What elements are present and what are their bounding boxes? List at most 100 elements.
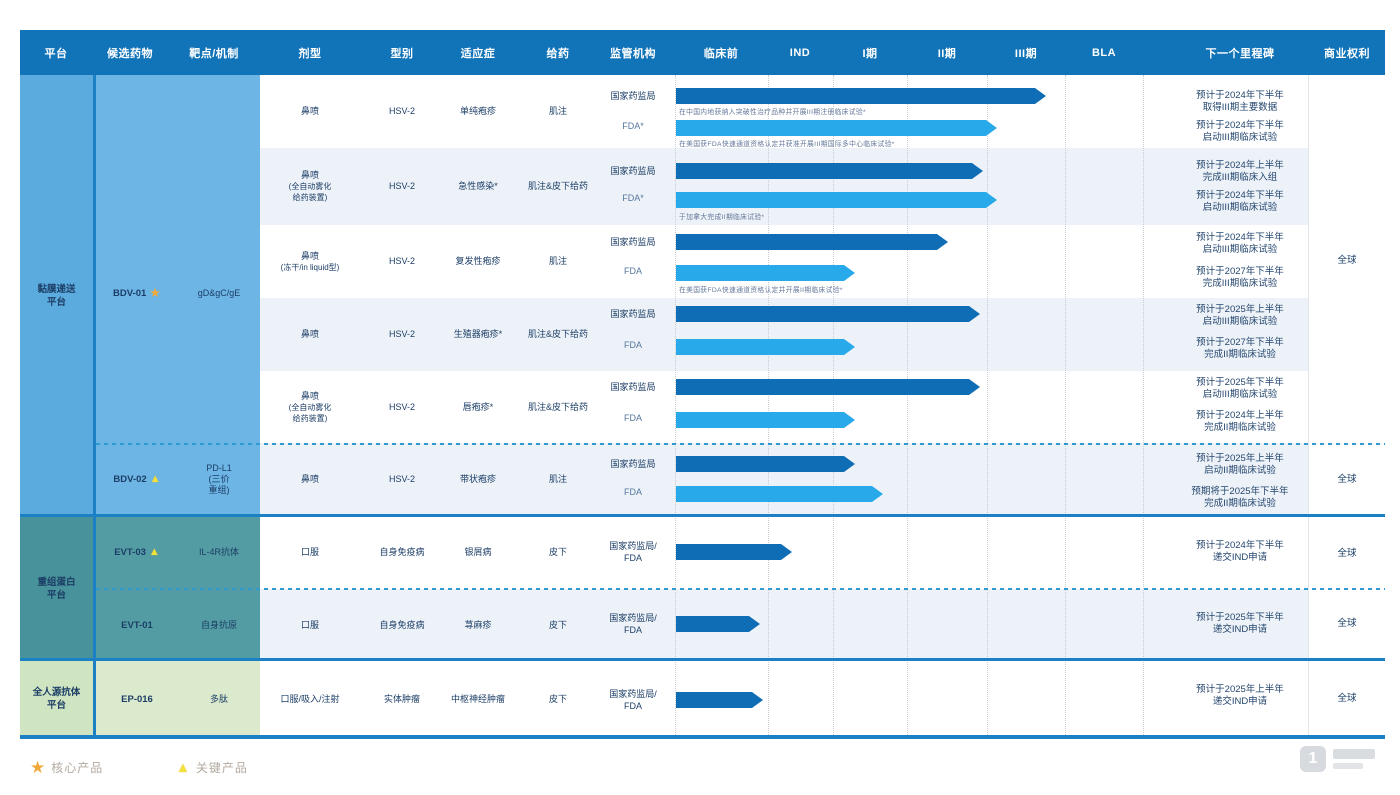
indication-cell-line: 银屑病 (464, 547, 492, 557)
col-header-candidate: 候选药物 (107, 47, 153, 60)
col-header-indication: 适应症 (460, 47, 496, 60)
dosage-cell-line: 鼻喷 (300, 390, 319, 401)
route-cell-line: 肌注 (548, 256, 567, 266)
target-line: gD&gC/gE (197, 287, 241, 298)
route-cell-line: 皮下 (548, 547, 567, 557)
candidate-code: BDV-02 (113, 473, 147, 485)
regulator-label: FDA* (622, 121, 644, 131)
regulator-label: 国家药监局/FDA (587, 540, 679, 564)
dosage-cell-line: 口服/吸入/注射 (280, 693, 340, 704)
regulator-label: 国家药监局 (610, 91, 656, 101)
nmpa-progress-bar (676, 544, 792, 560)
regulator-label: 国家药监局/FDA (587, 688, 679, 712)
milestone-line: 预计于2024年下半年 (1196, 120, 1284, 131)
candidate-code: BDV-01 (113, 287, 147, 299)
regulator-label: FDA (624, 266, 642, 276)
milestone-line: 预计于2027年下半年 (1196, 266, 1284, 277)
nmpa-progress-bar (676, 379, 980, 395)
type-cell: 实体肿瘤 (364, 661, 440, 737)
type-cell-line: 实体肿瘤 (383, 693, 420, 704)
candidate-name: EVT-03 ▲ (96, 544, 178, 560)
route-cell-line: 肌注&皮下给药 (527, 401, 588, 412)
milestone-text: 预计于2025年上半年 递交IND申请 (1150, 684, 1330, 707)
platform-label: 全人源抗体 (32, 687, 81, 698)
milestone-text: 预计于2027年下半年 完成III期临床试验 (1150, 266, 1330, 289)
candidate-name: EP-016 (96, 691, 178, 707)
platform-label: 黏膜递送 (37, 283, 76, 295)
regulator-line: 国家药监局/ (609, 613, 657, 623)
dosage-cell: 鼻喷 (258, 443, 362, 516)
indication-cell-line: 复发性疱疹 (455, 256, 501, 266)
indication-cell-line: 急性感染* (458, 181, 498, 191)
milestone-line: 预计于2024年下半年 (1196, 540, 1284, 551)
route-cell: 肌注 (515, 443, 601, 516)
candidate-name: EVT-01 (96, 617, 178, 633)
col-header-bla: BLA (1091, 46, 1117, 59)
stage-gridline (1143, 75, 1144, 737)
milestone-line: 递交IND申请 (1212, 551, 1268, 563)
platform-label: 重组蛋白 (37, 576, 76, 588)
milestone-line: 预计于2024年下半年 (1196, 190, 1284, 201)
candidate-target: gD&gC/gE (178, 288, 260, 299)
milestone-text: 预计于2024年下半年 取得III期主要数据 (1150, 90, 1330, 113)
regulator-label: 国家药监局 (610, 309, 656, 319)
col-header-type: 型别 (390, 47, 414, 60)
dosage-cell-line: (全自动雾化 (288, 402, 332, 412)
row-stripe (260, 148, 1308, 225)
dosage-cell-line: 鼻喷 (300, 329, 319, 339)
col-header-phase3: III期 (1014, 47, 1038, 60)
route-cell-line: 肌注 (548, 106, 567, 116)
route-cell: 皮下 (515, 661, 601, 737)
watermark-text-line (1333, 763, 1363, 769)
milestone-line: 预期将于2025年下半年 (1191, 486, 1289, 497)
type-cell: 自身免疫病 (364, 589, 440, 661)
indication-cell-line: 荨麻疹 (464, 619, 492, 630)
milestone-text: 预期将于2025年下半年 完成II期临床试验 (1150, 486, 1330, 509)
core-product-star-icon: ★ (30, 757, 46, 777)
type-cell-line: HSV-2 (388, 474, 415, 484)
milestone-text: 预计于2025年下半年 启动III期临床试验 (1150, 377, 1330, 400)
candidate-target: IL-4R抗体 (178, 547, 260, 558)
route-cell: 皮下 (515, 516, 601, 589)
indication-cell: 单纯疱疹 (432, 75, 524, 148)
milestone-text: 预计于2025年上半年 启动III期临床试验 (1150, 304, 1330, 327)
route-cell-line: 肌注 (548, 474, 567, 484)
regulator-line: FDA (624, 553, 642, 563)
milestone-text: 预计于2024年上半年 完成II期临床试验 (1150, 410, 1330, 433)
type-cell: 自身免疫病 (364, 516, 440, 589)
type-cell: HSV-2 (364, 298, 440, 371)
platform-cell: 黏膜递送 平台 (20, 75, 93, 516)
milestone-line: 预计于2025年下半年 (1196, 377, 1284, 388)
candidate-name: BDV-02 ▲ (96, 471, 178, 487)
type-cell-line: HSV-2 (388, 401, 415, 412)
dosage-cell-line: 给药装置) (292, 193, 328, 202)
regulator-label: 国家药监局 (610, 382, 656, 392)
milestone-line: 启动III期临床试验 (1202, 243, 1278, 255)
dashed-separator (96, 443, 1385, 445)
col-header-preclinical: 临床前 (703, 47, 739, 60)
key-product-triangle-icon: ▲ (176, 759, 190, 775)
type-cell: HSV-2 (364, 148, 440, 225)
milestone-text: 预计于2024年下半年 启动III期临床试验 (1150, 232, 1330, 255)
candidate-target: 自身抗原 (178, 620, 260, 631)
legend-core-label: 核心产品 (51, 760, 104, 775)
platform-group-separator (20, 658, 1385, 661)
legend-key-label: 关键产品 (195, 760, 248, 775)
regulator-label: FDA (624, 487, 642, 497)
candidate-cell-bg (96, 661, 260, 737)
route-cell: 肌注 (515, 225, 601, 298)
nmpa-progress-bar (676, 692, 763, 708)
stage-gridline (675, 75, 676, 737)
commercial-rights-value: 全球 (1337, 474, 1357, 485)
candidate-name: BDV-01 ★ (96, 285, 178, 301)
regulator-label: 国家药监局 (610, 237, 656, 247)
col-header-route: 给药 (546, 47, 570, 60)
dosage-cell: 口服 (258, 516, 362, 589)
milestone-text: 预计于2024年下半年 启动III期临床试验 (1150, 190, 1330, 213)
candidate-cell-bg (96, 443, 260, 516)
platform-label: 平台 (46, 700, 66, 711)
indication-cell: 中枢神经肿瘤 (432, 661, 524, 737)
route-cell: 皮下 (515, 589, 601, 661)
indication-cell: 银屑病 (432, 516, 524, 589)
type-cell-line: 自身免疫病 (379, 547, 425, 557)
